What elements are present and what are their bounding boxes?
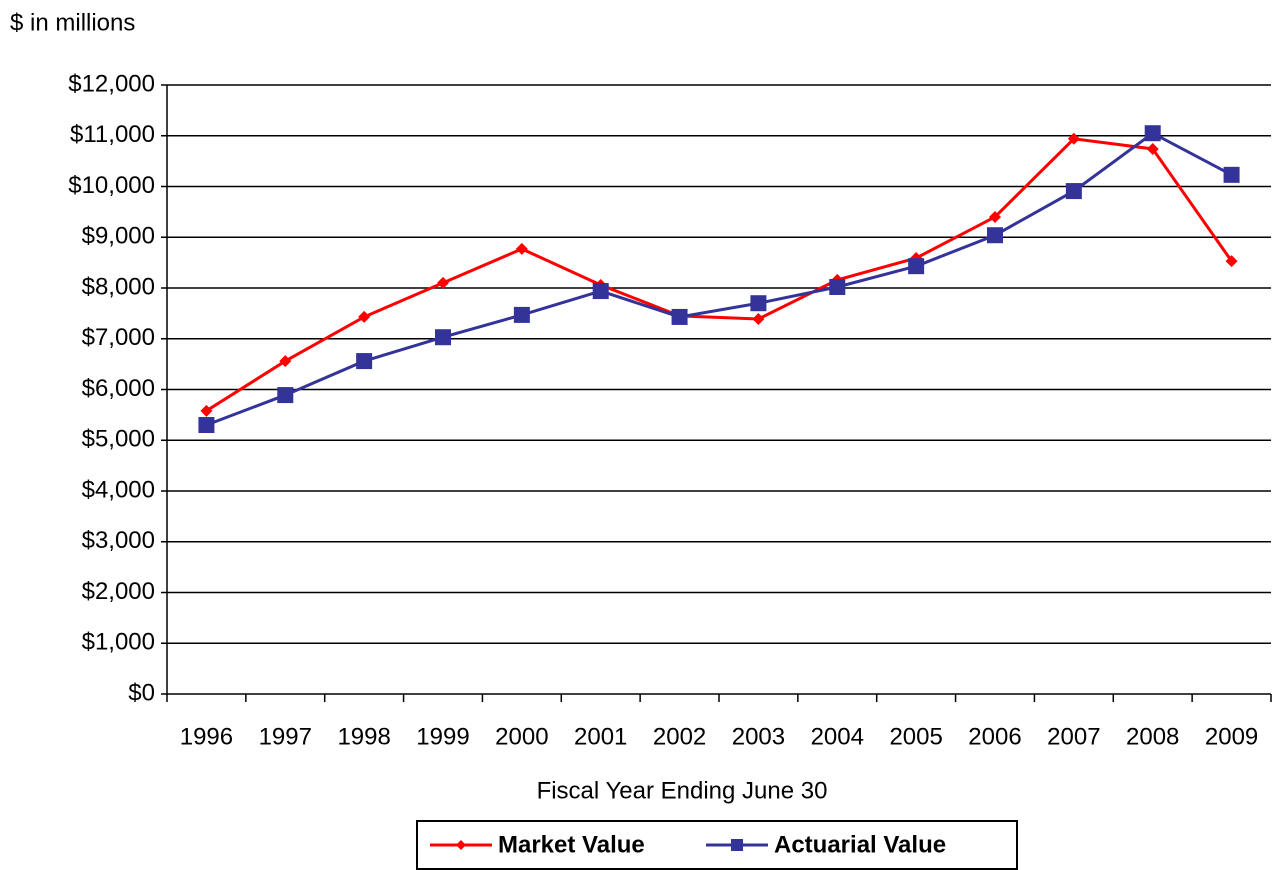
- y-tick-label: $12,000: [68, 70, 155, 97]
- data-point: [671, 308, 688, 325]
- data-point: [1067, 132, 1080, 145]
- data-point: [1065, 183, 1082, 200]
- y-tick-label: $4,000: [82, 476, 155, 503]
- data-point: [356, 353, 373, 370]
- y-tick-label: $10,000: [68, 172, 155, 199]
- y-tick-label: $9,000: [82, 223, 155, 250]
- data-point: [750, 295, 767, 312]
- legend-marker: [731, 839, 743, 851]
- data-point: [515, 242, 528, 255]
- x-tick-label: 2003: [732, 723, 785, 750]
- series-line: [205, 131, 1233, 427]
- y-tick-label: $8,000: [82, 273, 155, 300]
- x-tick-label: 2001: [574, 723, 627, 750]
- x-tick-label: 2002: [653, 723, 706, 750]
- y-tick-label: $5,000: [82, 426, 155, 453]
- data-point: [513, 306, 530, 323]
- x-tick-label: 1997: [259, 723, 312, 750]
- x-tick-label: 2007: [1047, 723, 1100, 750]
- data-point: [1223, 166, 1240, 183]
- y-tick-label: $0: [128, 679, 155, 706]
- y-tick-label: $7,000: [82, 324, 155, 351]
- y-tick-label: $11,000: [70, 121, 155, 148]
- data-point: [829, 278, 846, 295]
- data-point: [437, 276, 449, 289]
- legend-label: Actuarial Value: [774, 831, 946, 858]
- legend-marker: [456, 840, 466, 850]
- y-tick-label: $3,000: [82, 527, 155, 554]
- x-tick-label: 2004: [811, 723, 864, 750]
- x-tick-label: 2009: [1205, 723, 1258, 750]
- y-tick-label: $2,000: [82, 578, 155, 605]
- x-tick-label: 2006: [968, 723, 1021, 750]
- x-axis-label: Fiscal Year Ending June 30: [537, 777, 828, 804]
- data-point: [987, 227, 1003, 244]
- x-tick-label: 2005: [889, 723, 942, 750]
- x-tick-label: 1999: [416, 723, 469, 750]
- series-line: [205, 137, 1233, 413]
- y-axis-label: $ in millions: [10, 9, 135, 36]
- y-tick-label: $6,000: [82, 375, 155, 402]
- y-tick-label: $1,000: [82, 629, 155, 656]
- data-point: [1146, 142, 1159, 155]
- data-point: [200, 404, 213, 417]
- x-tick-label: 2008: [1126, 723, 1179, 750]
- data-point: [435, 329, 451, 346]
- x-tick-label: 1998: [337, 723, 390, 750]
- legend-label: Market Value: [498, 831, 645, 858]
- data-point: [592, 283, 609, 300]
- data-point: [198, 417, 215, 434]
- x-tick-label: 1996: [180, 723, 233, 750]
- data-point: [1144, 125, 1161, 142]
- data-point: [908, 258, 925, 275]
- data-point: [279, 355, 292, 368]
- data-point: [358, 310, 371, 323]
- data-point: [752, 312, 765, 325]
- x-tick-label: 2000: [495, 723, 548, 750]
- data-point: [989, 210, 1001, 223]
- data-point: [277, 387, 294, 404]
- data-point: [1225, 255, 1238, 268]
